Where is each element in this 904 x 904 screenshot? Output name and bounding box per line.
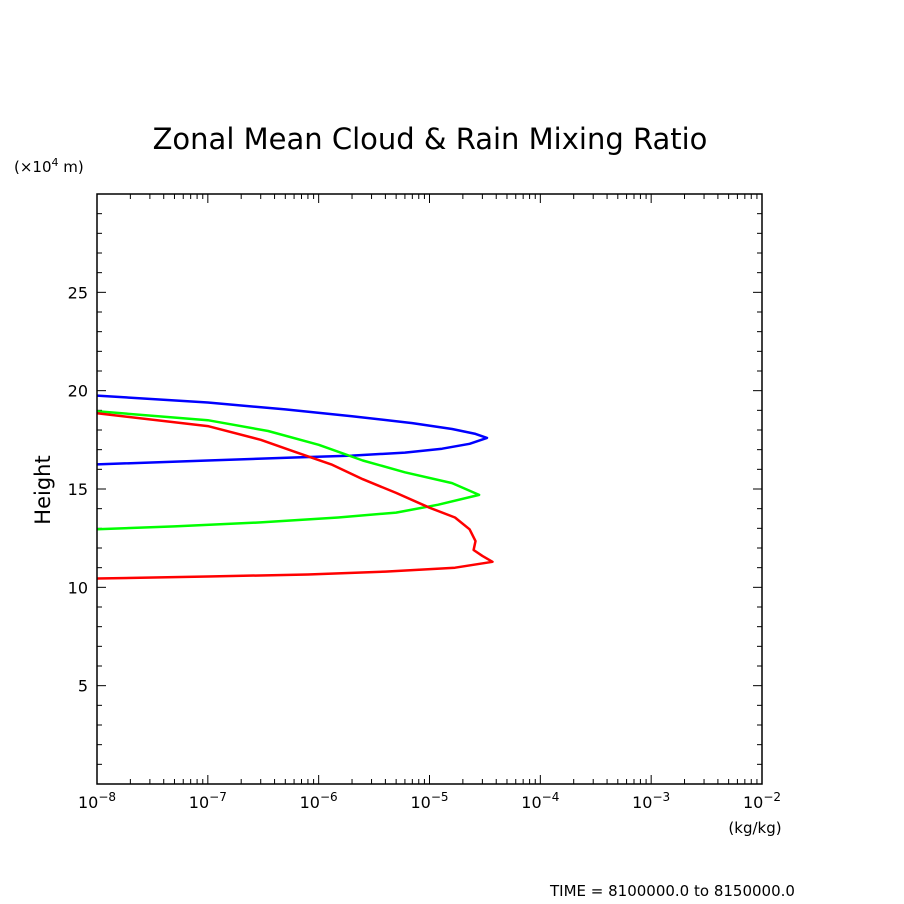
series-line-3 <box>97 412 494 580</box>
x-tick-label-base: 10 <box>743 793 763 812</box>
y-tick-label: 10 <box>68 578 88 597</box>
x-tick-label: 10−6 <box>300 790 338 812</box>
x-tick-label: 10−4 <box>521 790 559 812</box>
time-footer: TIME = 8100000.0 to 8150000.0 <box>549 882 795 900</box>
x-tick-label-exponent: −8 <box>98 790 116 804</box>
y-tick-label: 25 <box>68 283 88 302</box>
x-tick-label-exponent: −3 <box>652 790 670 804</box>
x-tick-label-base: 10 <box>189 793 209 812</box>
chart-title: Zonal Mean Cloud & Rain Mixing Ratio <box>153 122 708 156</box>
plot-area <box>97 394 494 580</box>
x-tick-label: 10−2 <box>743 790 781 812</box>
y-tick-label: 15 <box>68 480 88 499</box>
x-tick-label: 10−7 <box>189 790 227 812</box>
x-tick-label-exponent: −7 <box>209 790 227 804</box>
x-tick-label-base: 10 <box>632 793 652 812</box>
x-tick-label: 10−5 <box>410 790 448 812</box>
y-tick-label: 20 <box>68 382 88 401</box>
x-tick-label-exponent: −5 <box>431 790 449 804</box>
x-tick-label-base: 10 <box>78 793 98 812</box>
x-tick-label-exponent: −2 <box>763 790 781 804</box>
plot-frame <box>96 193 763 785</box>
x-tick-label-base: 10 <box>300 793 320 812</box>
y-unit-label: (×104 m) <box>14 156 84 176</box>
x-tick-label-exponent: −6 <box>320 790 338 804</box>
series-line-2 <box>97 410 481 531</box>
axis-ticks <box>96 194 763 784</box>
x-tick-label: 10−8 <box>78 790 116 812</box>
y-tick-label: 5 <box>78 677 88 696</box>
y-axis-label: Height <box>31 455 55 524</box>
y-unit-exponent: 4 <box>52 156 59 169</box>
series-line-1 <box>97 394 489 466</box>
series-lines <box>97 394 494 580</box>
x-tick-label-base: 10 <box>410 793 430 812</box>
x-tick-label: 10−3 <box>632 790 670 812</box>
y-unit-prefix: (×10 <box>14 158 52 176</box>
y-unit-suffix: m) <box>59 158 84 176</box>
x-axis-label: (kg/kg) <box>728 819 781 837</box>
x-tick-label-base: 10 <box>521 793 541 812</box>
x-tick-label-exponent: −4 <box>542 790 560 804</box>
